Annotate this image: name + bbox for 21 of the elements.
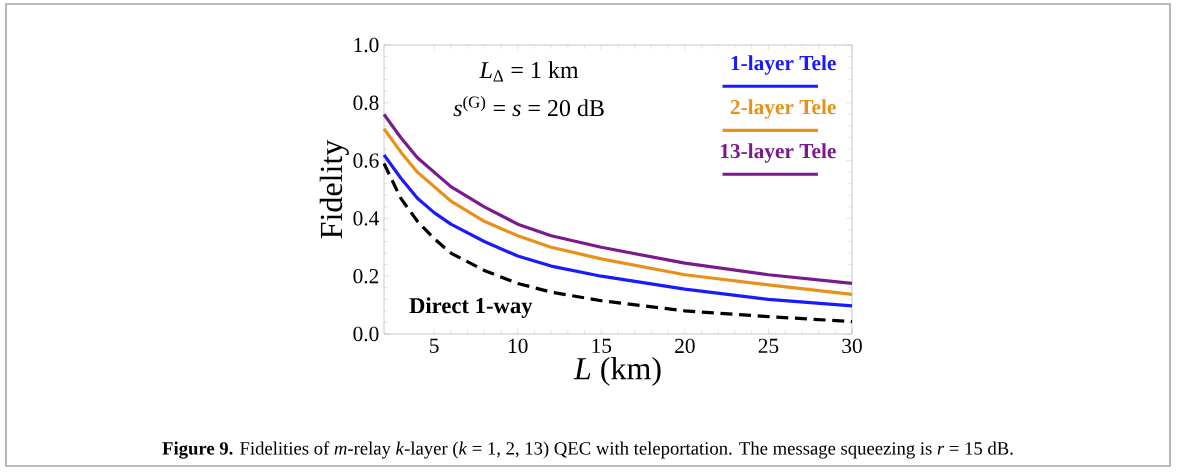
x-tick-label: 10 xyxy=(508,338,528,354)
text: 1-layer Tele xyxy=(731,55,836,75)
series-label: Direct 1-way xyxy=(409,297,533,318)
x-tick-label: 30 xyxy=(842,338,862,354)
y-tick-label: 0.4 xyxy=(353,211,379,226)
text: 2-layer Tele xyxy=(730,99,836,119)
x-tick-label: 15 xyxy=(592,338,612,353)
x-tick-label: 25 xyxy=(758,338,779,354)
y-tick-label: 0.8 xyxy=(353,95,379,111)
text: 13-layer Tele xyxy=(720,143,836,163)
x-tick-label: 5 xyxy=(430,338,439,353)
y-tick-label: 0.6 xyxy=(353,153,379,168)
y-axis-title: Fidelity xyxy=(319,139,349,239)
y-tick-label: 1.0 xyxy=(354,37,379,53)
text: Figure 9. Fidelities of m-relay k-layer (k = 1, 2, 13) QEC with teleportation. The message squeezing is r = 15 dB. xyxy=(162,441,1013,459)
y-tick-label: 0.0 xyxy=(353,326,379,342)
y-tick-label: 0.2 xyxy=(353,268,379,284)
annotation: s$^{(G)}$ = s = 20 dB xyxy=(453,95,604,117)
x-axis-title: L (km) xyxy=(573,356,661,386)
x-tick-label: 20 xyxy=(675,338,695,354)
annotation: L$_{Δ}$ = 1 km xyxy=(479,61,579,82)
